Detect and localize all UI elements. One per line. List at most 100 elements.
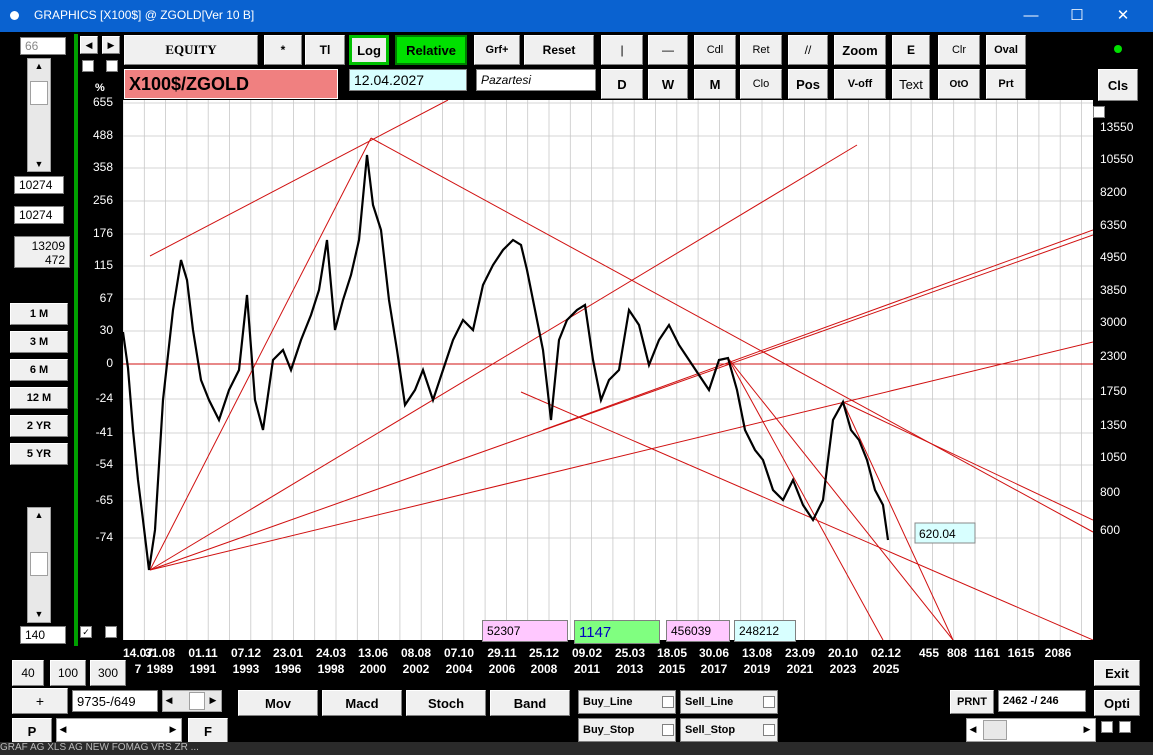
zoom-40-button[interactable]: 40 (12, 660, 44, 686)
f-button[interactable]: F (188, 718, 228, 744)
scroll-right-icon[interactable]: ▶ (209, 695, 217, 705)
period-5yr-button[interactable]: 5 YR (10, 443, 68, 465)
option-checkbox-1[interactable] (82, 60, 94, 72)
nav-left-button[interactable]: ◀ (80, 36, 98, 54)
y-right-tick-label: 800 (1100, 485, 1121, 499)
top-value-field[interactable]: 66 (20, 37, 66, 55)
scroll-thumb[interactable] (983, 720, 1007, 740)
scroll-thumb[interactable] (30, 552, 48, 576)
plus-button[interactable]: + (12, 688, 68, 714)
counter-scrollbar[interactable]: ◀ ▶ (162, 690, 222, 712)
left-vertical-scrollbar[interactable]: ▲ ▼ (27, 58, 51, 172)
scroll-left-icon[interactable]: ◀ (59, 724, 67, 734)
x-axis-date-label: 01.11 1991 (173, 645, 233, 677)
scroll-up-icon[interactable]: ▲ (34, 61, 44, 71)
trend-line (149, 341, 1093, 571)
period-3m-button[interactable]: 3 M (10, 331, 68, 353)
scroll-down-icon[interactable]: ▼ (34, 159, 44, 169)
sell-stop-option[interactable]: Sell_Stop (680, 718, 778, 742)
x-axis-date-bottom: 2006 (488, 662, 516, 676)
mov-button[interactable]: Mov (238, 690, 318, 716)
period-1m-button[interactable]: 1 M (10, 303, 68, 325)
bottom-value-field[interactable]: 140 (20, 626, 66, 644)
scroll-up-icon[interactable]: ▲ (34, 510, 44, 520)
status-light (1114, 45, 1122, 53)
sell-stop-checkbox[interactable] (763, 724, 775, 736)
bottom-checkbox-1[interactable] (1101, 721, 1113, 733)
buy-line-option[interactable]: Buy_Line (578, 690, 676, 714)
sell-line-checkbox[interactable] (763, 696, 775, 708)
p-button[interactable]: P (12, 718, 52, 744)
cdl-button[interactable]: Cdl (694, 35, 736, 65)
horizontal-line-button[interactable]: — (648, 35, 688, 65)
star-button[interactable]: * (264, 35, 302, 65)
left-lower-scrollbar[interactable]: ▲ ▼ (27, 507, 51, 623)
buy-stop-checkbox[interactable] (662, 724, 674, 736)
range-scrollbar[interactable]: ◀ ▶ (966, 718, 1096, 742)
daily-button[interactable]: D (601, 69, 643, 99)
equity-button[interactable]: EQUITY (124, 35, 258, 65)
date-field[interactable]: 12.04.2027 (349, 69, 467, 91)
opti-button[interactable]: Opti (1094, 690, 1140, 716)
reset-button[interactable]: Reset (524, 35, 594, 65)
scroll-down-icon[interactable]: ▼ (34, 609, 44, 619)
period-6m-button[interactable]: 6 M (10, 359, 68, 381)
minimize-button[interactable]: — (1023, 7, 1039, 24)
monthly-button[interactable]: M (694, 69, 736, 99)
scroll-left-icon[interactable]: ◀ (165, 695, 173, 705)
clear-button[interactable]: Clr (938, 35, 980, 65)
close-button[interactable]: ✕ (1116, 7, 1130, 24)
x-checkbox-1[interactable]: ✓ (80, 626, 92, 638)
sell-line-option[interactable]: Sell_Line (680, 690, 778, 714)
nav-right-button[interactable]: ▶ (102, 36, 120, 54)
print-button[interactable]: PRNT (950, 690, 994, 714)
buy-stop-option[interactable]: Buy_Stop (578, 718, 676, 742)
weekly-button[interactable]: W (648, 69, 688, 99)
period-2yr-button[interactable]: 2 YR (10, 415, 68, 437)
x-axis-date-top: 13.08 (741, 646, 773, 660)
scroll-right-icon[interactable]: ▶ (169, 724, 177, 734)
cls-button[interactable]: Cls (1098, 69, 1138, 101)
x-checkbox-2[interactable] (105, 626, 117, 638)
buy-line-checkbox[interactable] (662, 696, 674, 708)
log-button[interactable]: Log (349, 35, 389, 65)
scroll-left-icon[interactable]: ◀ (969, 724, 977, 734)
ret-button[interactable]: Ret (740, 35, 782, 65)
zoom-100-button[interactable]: 100 (50, 660, 86, 686)
band-button[interactable]: Band (490, 690, 570, 716)
scroll-thumb[interactable] (189, 692, 205, 710)
oto-button[interactable]: OtO (938, 69, 980, 99)
clo-button[interactable]: Clo (740, 69, 782, 99)
chart-option-checkbox[interactable] (1093, 106, 1105, 118)
parallel-lines-button[interactable]: // (788, 35, 828, 65)
pos-button[interactable]: Pos (788, 69, 828, 99)
scroll-right-icon[interactable]: ▶ (1083, 724, 1091, 734)
oval-button[interactable]: Oval (986, 35, 1026, 65)
x-axis-extra-label: 2086 (1044, 646, 1072, 660)
stoch-button[interactable]: Stoch (406, 690, 486, 716)
prt-button[interactable]: Prt (986, 69, 1026, 99)
v-off-button[interactable]: V-off (834, 69, 886, 99)
graph-plus-button[interactable]: Grf+ (474, 35, 520, 65)
scroll-thumb[interactable] (30, 81, 48, 105)
price-chart[interactable]: 620.04 (123, 100, 1093, 640)
x-axis-date-bottom: 1989 (146, 662, 174, 676)
zoom-300-button[interactable]: 300 (90, 660, 126, 686)
info-box-3: 456039 (666, 620, 730, 642)
maximize-button[interactable]: ☐ (1070, 7, 1084, 24)
tl-button[interactable]: Tl (305, 35, 345, 65)
range-field[interactable]: 2462 -/ 246 (998, 690, 1086, 712)
relative-button[interactable]: Relative (395, 35, 467, 65)
exit-button[interactable]: Exit (1094, 660, 1140, 686)
counter-field[interactable]: 9735-/649 (72, 690, 158, 712)
text-button[interactable]: Text (892, 69, 930, 99)
zoom-button[interactable]: Zoom (834, 35, 886, 65)
e-button[interactable]: E (892, 35, 930, 65)
y-left-tick-label: -24 (95, 391, 113, 405)
macd-button[interactable]: Macd (322, 690, 402, 716)
bottom-checkbox-2[interactable] (1119, 721, 1131, 733)
period-12m-button[interactable]: 12 M (10, 387, 68, 409)
p-scrollbar[interactable]: ◀ ▶ (56, 718, 182, 742)
option-checkbox-2[interactable] (106, 60, 118, 72)
vertical-line-button[interactable]: | (601, 35, 643, 65)
